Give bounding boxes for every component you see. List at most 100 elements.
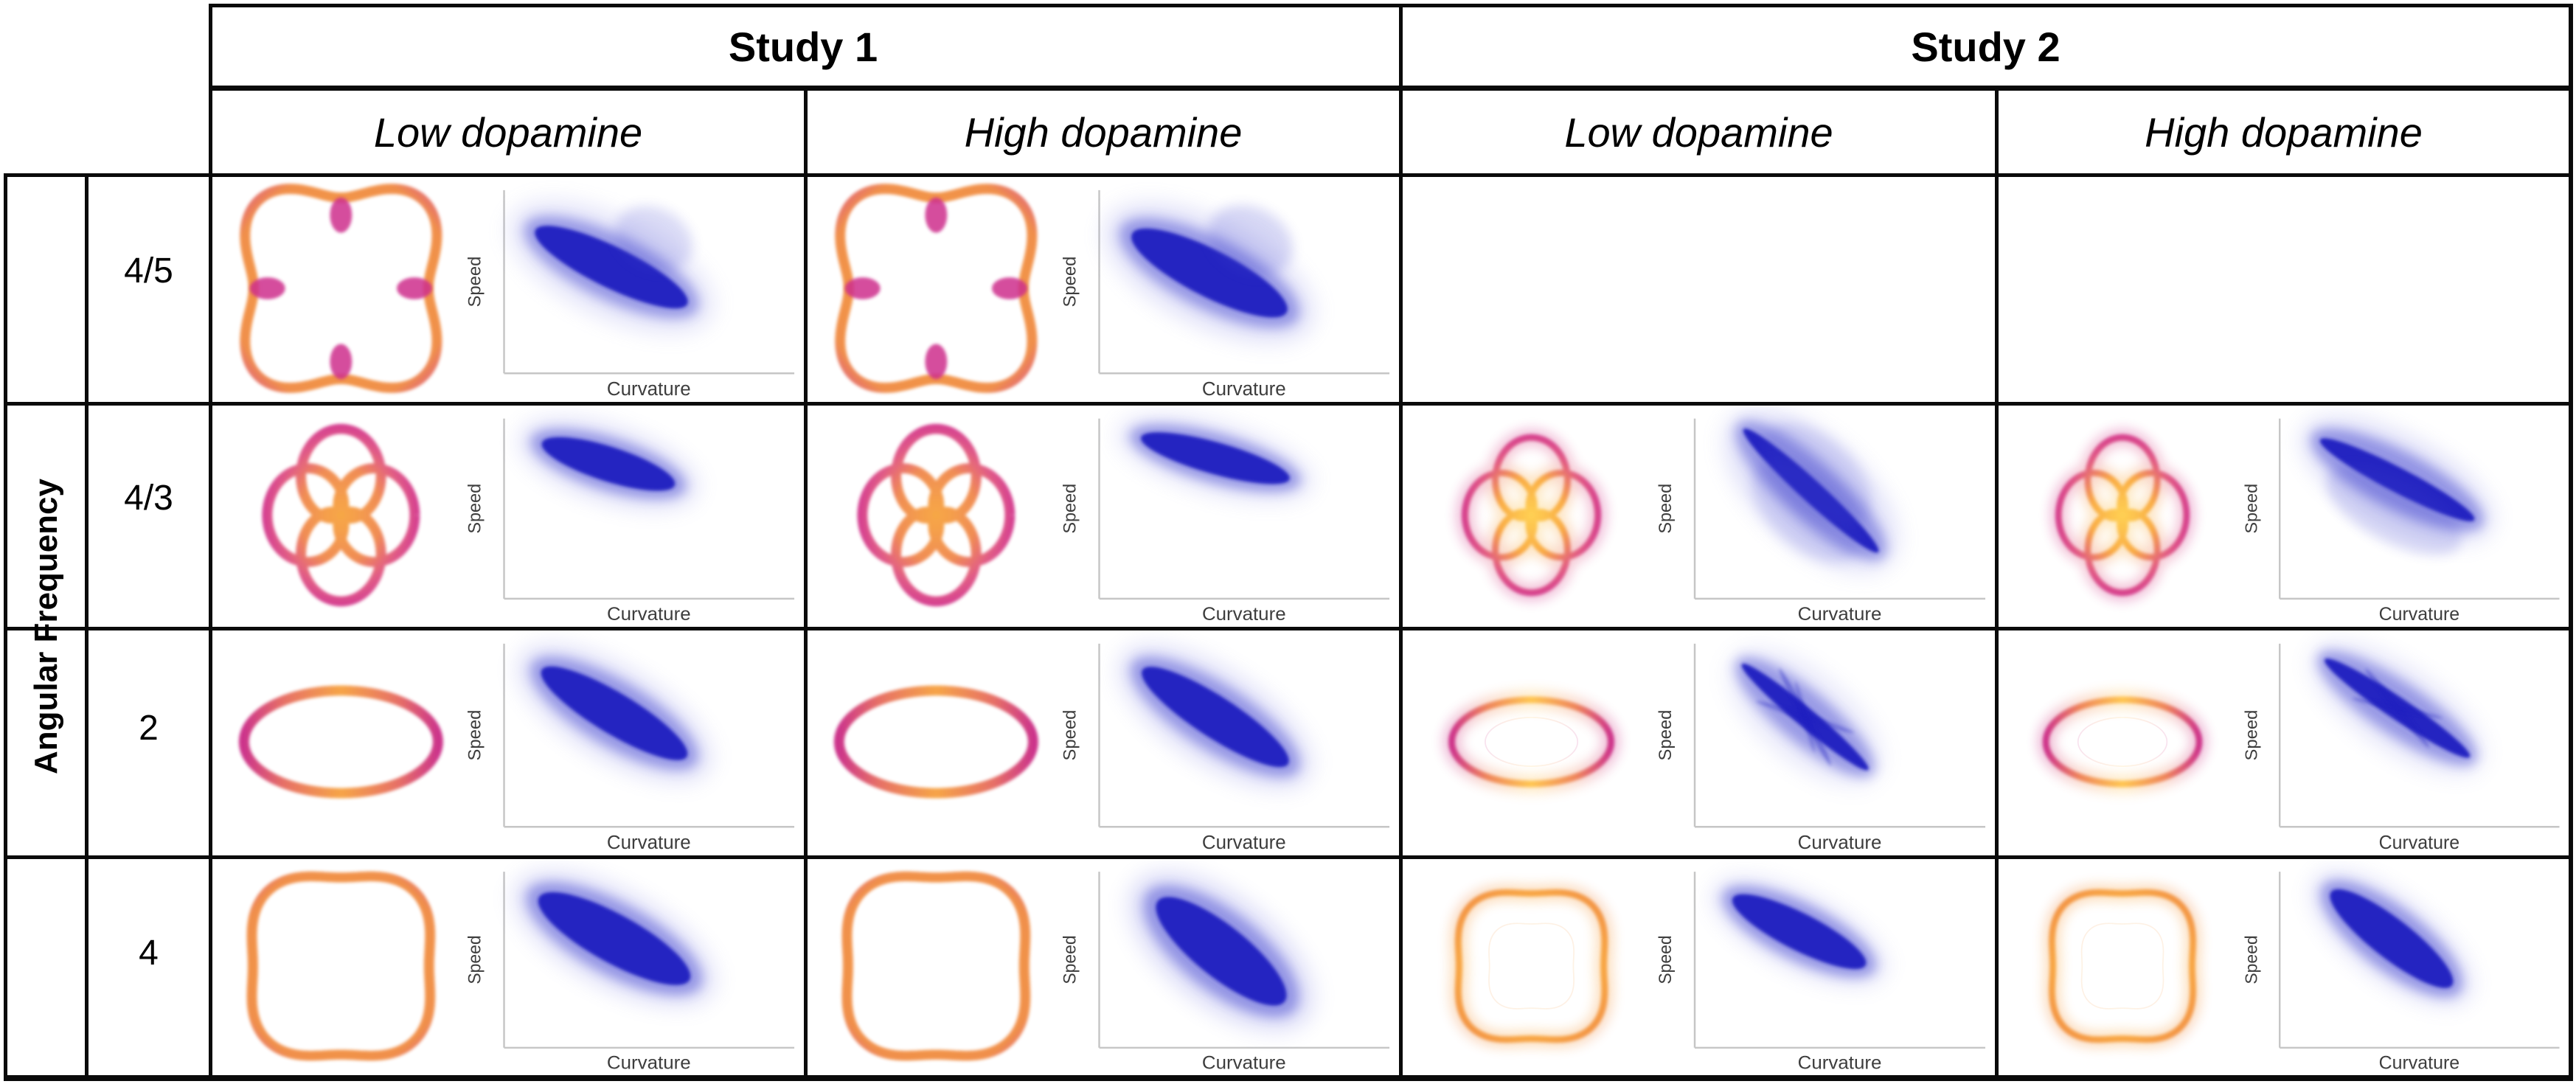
panel-study1-high-4: Speed Curvature: [808, 859, 1399, 1075]
panel-figure: Speed Curvature: [1449, 872, 1986, 1073]
trajectory-path: [833, 685, 1038, 799]
x-axis-label: Curvature: [1798, 1053, 1882, 1073]
trajectory-loop: [330, 344, 353, 380]
angular-frequency-axis-label: Angular Frequency: [7, 177, 85, 1075]
grid-line: [2569, 4, 2573, 1080]
y-axis-label: Speed: [1060, 935, 1080, 984]
y-axis-label: Speed: [465, 257, 485, 308]
panel-study1-low-4: Speed Curvature: [212, 859, 804, 1075]
scatter-plot: Speed Curvature: [465, 643, 795, 853]
trajectory-plot: [246, 871, 436, 1061]
trajectory-loop: [397, 277, 432, 299]
panel-study2-low-4: Speed Curvature: [1403, 859, 1995, 1075]
scatter-plot: Speed Curvature: [1060, 190, 1390, 400]
scatter-plot: Speed Curvature: [2242, 642, 2560, 853]
scatter-cloud: [1714, 879, 1884, 984]
x-axis-label: Curvature: [1202, 833, 1286, 853]
grid-line: [209, 86, 2573, 91]
trajectory-path: [262, 423, 420, 607]
scatter-cloud: [514, 872, 715, 1006]
condition-header-s1-low: Low dopamine: [373, 108, 643, 156]
scatter-cloud: [518, 645, 711, 781]
scatter-cloud: [2312, 872, 2471, 1005]
trajectory-plot: [262, 423, 420, 607]
x-axis-label: Curvature: [607, 833, 691, 853]
trajectory-plot: [841, 871, 1031, 1061]
panel-study2-low-4-3: Speed Curvature: [1403, 406, 1995, 627]
panel-study2-low-2: Speed Curvature: [1403, 630, 1995, 855]
scatter-cloud: [510, 202, 713, 333]
x-axis-label: Curvature: [1202, 1053, 1286, 1073]
row-label-4-5: 4/5: [124, 251, 173, 291]
trajectory-plot: [2037, 691, 2208, 793]
scatter-plot: Speed Curvature: [1060, 416, 1390, 625]
trajectory-plot: [835, 184, 1038, 393]
x-axis-label: Curvature: [2379, 604, 2460, 625]
grid-line: [804, 87, 808, 1080]
y-axis-label: Speed: [465, 935, 485, 984]
grid-line: [209, 4, 2573, 7]
scatter-plot: Speed Curvature: [465, 190, 795, 400]
trajectory-loop: [330, 197, 353, 233]
panel-study2-high-4-3: Speed Curvature: [1999, 406, 2569, 627]
panel-figure: Speed Curvature: [2037, 642, 2560, 853]
panel-figure: Speed Curvature: [240, 184, 795, 400]
trajectory-plot: [2043, 883, 2202, 1049]
panel-figure: Speed Curvature: [2043, 872, 2560, 1073]
y-axis-label: Speed: [465, 710, 485, 761]
row-label-4-3: 4/3: [124, 479, 173, 518]
panel-study2-high-4-5-empty: [1999, 177, 2569, 402]
panel-figure: Speed Curvature: [1443, 643, 1986, 853]
scatter-cloud: [1725, 409, 1898, 571]
trajectory-loop: [925, 344, 948, 380]
grid-line: [1995, 87, 1999, 1080]
trajectory-loop: [925, 197, 948, 233]
y-axis-label: Speed: [2241, 935, 2260, 984]
scatter-cloud: [1129, 872, 1313, 1031]
y-axis-label: Speed: [1060, 484, 1080, 534]
trajectory-path: [1462, 434, 1602, 597]
trajectory-plot: [240, 184, 442, 393]
panel-study2-high-4: Speed Curvature: [1999, 859, 2569, 1075]
y-axis-label: Speed: [1060, 710, 1080, 761]
panel-study1-low-2: Speed Curvature: [212, 630, 804, 855]
scatter-plot: Speed Curvature: [1656, 872, 1986, 1073]
scatter-cloud: [520, 420, 697, 509]
x-axis-label: Curvature: [1798, 604, 1882, 625]
trajectory-plot: [1456, 428, 1607, 602]
x-axis-label: Curvature: [607, 1053, 691, 1073]
condition-header-s2-low: Low dopamine: [1564, 108, 1833, 156]
panel-figure: Speed Curvature: [857, 416, 1390, 625]
scatter-plot: Speed Curvature: [1656, 409, 1986, 625]
x-axis-label: Curvature: [2379, 833, 2460, 853]
panel-study1-low-4-5: Speed Curvature: [212, 177, 804, 402]
panel-study2-high-2: Speed Curvature: [1999, 630, 2569, 855]
scatter-plot: Speed Curvature: [1060, 872, 1390, 1073]
grid-line: [4, 402, 2573, 406]
scatter-plot: Speed Curvature: [2242, 417, 2560, 625]
scatter-cloud: [1119, 646, 1311, 788]
panel-figure: Speed Curvature: [238, 643, 795, 853]
scatter-plot: Speed Curvature: [1656, 643, 1986, 853]
panel-study1-low-4-3: Speed Curvature: [212, 406, 804, 627]
trajectory-path: [2055, 434, 2190, 597]
scatter-plot: Speed Curvature: [2241, 872, 2560, 1073]
grid-line: [209, 4, 212, 1080]
trajectory-path: [2042, 696, 2203, 788]
trajectory-path: [1454, 889, 1608, 1043]
panel-figure: Speed Curvature: [835, 184, 1390, 400]
panel-study1-high-4-5: Speed Curvature: [808, 177, 1399, 402]
y-axis-label: Speed: [1656, 710, 1676, 761]
grid-line: [4, 173, 2573, 177]
y-axis-label: Speed: [465, 484, 485, 534]
trajectory-plot: [1443, 691, 1620, 793]
panel-figure: Speed Curvature: [841, 871, 1390, 1073]
trajectory-loop: [844, 277, 881, 299]
row-label-4: 4: [139, 934, 159, 973]
scatter-cloud: [1119, 416, 1311, 500]
trajectory-path: [238, 685, 443, 799]
panel-figure: Speed Curvature: [262, 418, 795, 625]
scatter-cloud: [2302, 417, 2493, 556]
grid-line: [4, 855, 2573, 859]
trajectory-plot: [2049, 428, 2195, 602]
